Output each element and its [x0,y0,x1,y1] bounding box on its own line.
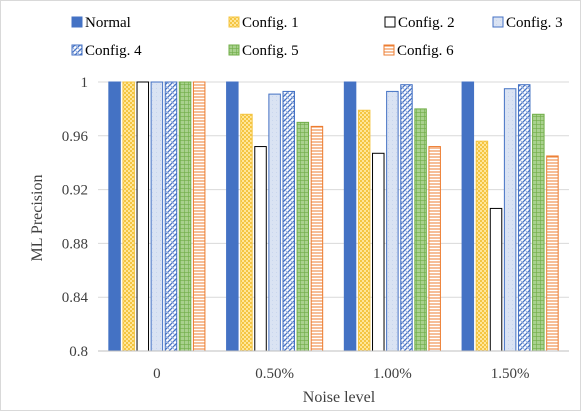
bar [282,90,295,352]
legend-label: Normal [85,15,131,31]
legend-swatch [383,44,395,56]
legend-swatch [492,16,504,28]
bar [400,84,413,352]
axes: 0.8 0.84 0.88 0.92 0.96 1 0 0.50% 1.00% 1.50% [62,75,569,382]
y-axis-title: ML Precision [29,175,46,262]
bar [414,108,427,352]
bar [122,81,135,352]
bar [343,81,357,352]
x-tick-label: 1.50% [491,366,530,382]
bar [310,125,324,352]
x-axis-title: Noise level [303,389,376,406]
y-tick-label: 1 [81,75,89,91]
y-tick-label: 0.84 [62,290,89,306]
y-tick-label: 0.88 [62,236,88,252]
y-tick-label: 0.8 [69,344,88,360]
bar [108,81,121,352]
x-tick-label: 0.50% [255,366,294,382]
legend-swatch [384,16,396,28]
bar [357,109,371,352]
bar [386,90,399,352]
bars [108,81,559,352]
bar [192,81,206,352]
x-tick-label: 1.00% [373,366,412,382]
legend-label: Config. 1 [242,15,299,31]
y-tick-label: 0.92 [62,183,88,199]
bar [503,88,517,352]
legend-label: Config. 2 [398,15,455,31]
legend-label: Config. 3 [506,15,563,31]
bar [254,146,267,352]
legend-swatch [228,16,240,28]
bar [475,140,489,352]
legend-swatch [71,44,83,56]
bar [240,113,253,352]
bar [428,146,441,352]
x-tick-label: 0 [153,366,161,382]
legend-label: Config. 6 [397,43,454,59]
legend-swatch [228,44,240,56]
legend: Normal Config. 1 Config. 2 Config. 3 Config.… [71,15,563,59]
legend-swatch [71,16,83,28]
legend-label: Config. 4 [85,43,142,59]
bar [489,207,503,352]
bar [296,121,310,352]
bar [178,81,192,352]
y-tick-label: 0.96 [62,129,89,145]
bar [150,81,164,352]
bar [136,81,150,352]
bar [546,155,559,352]
bar [517,84,531,352]
bar [268,93,281,352]
bar [461,81,475,352]
bar [532,113,545,352]
bar [372,152,385,352]
bar [226,81,239,352]
legend-label: Config. 5 [242,43,299,59]
bar [164,81,178,352]
